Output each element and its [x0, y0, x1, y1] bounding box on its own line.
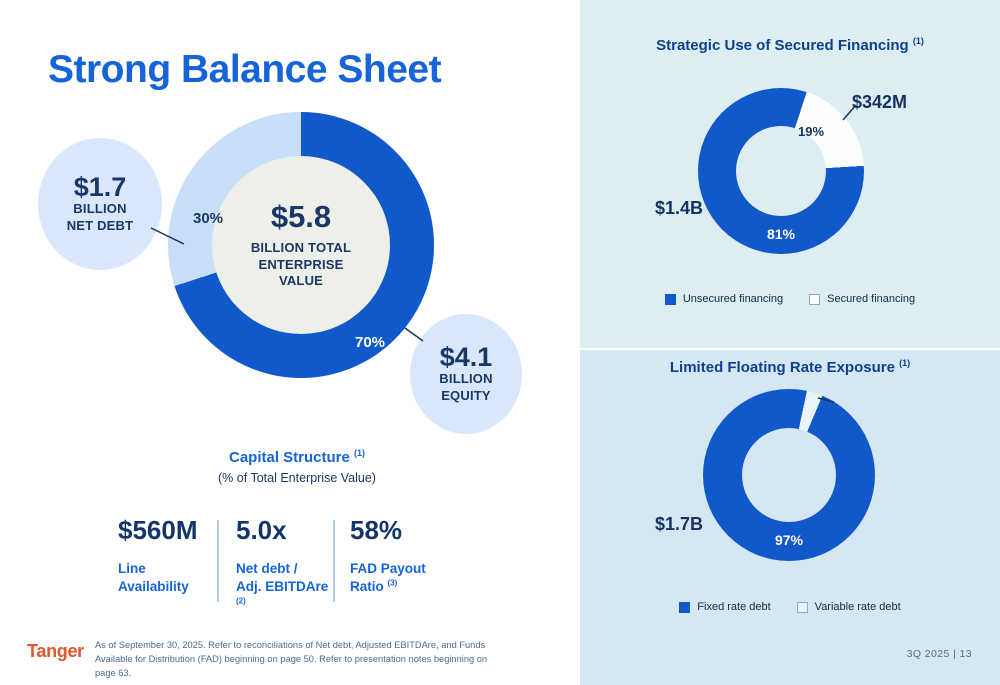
caption-footnote-marker: (1): [354, 448, 366, 458]
equity-label-line1: BILLION: [439, 371, 493, 387]
unsecured-percent-label: 81%: [766, 226, 796, 242]
secured-financing-title: Strategic Use of Secured Financing (1): [580, 36, 1000, 54]
panel-title-text: Strategic Use of Secured Financing: [656, 37, 909, 54]
stat-label: FAD Payout Ratio (3): [350, 560, 446, 596]
secured-financing-donut-hole: [736, 126, 826, 216]
legend-item-variable: Variable rate debt: [796, 601, 901, 613]
caption-text: Capital Structure: [228, 449, 350, 466]
stat-footnote-marker: (2): [236, 596, 246, 606]
legend-item-secured: Secured financing: [809, 293, 915, 305]
net-debt-percent-label: 30%: [192, 210, 224, 227]
equity-bubble: $4.1 BILLION EQUITY: [410, 314, 522, 434]
stat-label-line2: Adj. EBITDAre: [236, 579, 329, 595]
net-debt-value: $1.7: [73, 171, 127, 202]
secured-percent-label: 19%: [797, 124, 825, 139]
stat-value: 5.0x: [236, 515, 287, 545]
legend-label: Unsecured financing: [682, 293, 784, 305]
enterprise-value: $5.8: [270, 198, 332, 234]
stat-fad-payout: 58% FAD Payout Ratio (3): [350, 515, 446, 596]
net-debt-bubble: $1.7 BILLION NET DEBT: [38, 138, 162, 270]
page-number: 3Q 2025 | 13: [906, 648, 972, 660]
stat-footnote-marker: (3): [387, 578, 398, 588]
panel-title-text: Limited Floating Rate Exposure: [669, 359, 895, 376]
tanger-logo: Tanger: [27, 641, 84, 661]
net-debt-label-line1: BILLION: [73, 201, 127, 217]
key-stats-row: $560M Line Availability 5.0x Net debt / …: [118, 515, 446, 615]
panel-title-footnote-marker: (1): [912, 36, 924, 46]
stat-divider: [217, 520, 219, 602]
capital-structure-donut-center: $5.8 BILLION TOTAL ENTERPRISE VALUE: [212, 156, 390, 334]
capital-structure-caption-note: (% of Total Enterprise Value): [218, 471, 376, 485]
secured-financing-legend: Unsecured financing Secured financing: [580, 293, 1000, 305]
net-debt-label-line2: NET DEBT: [66, 218, 134, 234]
secured-financing-donut: [698, 88, 864, 254]
legend-item-unsecured: Unsecured financing: [664, 293, 784, 305]
stat-label-line1: Line: [118, 560, 146, 576]
equity-percent-label: 70%: [354, 334, 386, 351]
fixed-amount-label: $1.7B: [655, 514, 704, 534]
stat-label-line2: Ratio: [350, 579, 388, 595]
stat-value: $560M: [118, 515, 198, 545]
secured-swatch-icon: [809, 293, 821, 305]
legend-label: Fixed rate debt: [697, 601, 771, 613]
legend-label: Secured financing: [827, 293, 916, 305]
capital-structure-donut: $5.8 BILLION TOTAL ENTERPRISE VALUE: [168, 112, 434, 378]
legend-item-fixed: Fixed rate debt: [679, 601, 771, 613]
stat-net-debt-ebitdare: 5.0x Net debt / Adj. EBITDAre (2): [236, 515, 333, 615]
secured-amount-label: $342M: [852, 92, 908, 112]
variable-rate-swatch-icon: [796, 601, 808, 613]
fixed-rate-swatch-icon: [679, 601, 691, 613]
floating-rate-legend: Fixed rate debt Variable rate debt: [580, 601, 1000, 613]
stat-line-availability: $560M Line Availability: [118, 515, 217, 596]
panel-title-footnote-marker: (1): [899, 358, 911, 368]
enterprise-value-label: BILLION TOTAL ENTERPRISE VALUE: [250, 239, 352, 289]
footnote-text: As of September 30, 2025. Refer to recon…: [95, 640, 488, 678]
stat-label-line1: FAD Payout: [350, 560, 426, 576]
unsecured-amount-label: $1.4B: [655, 198, 704, 218]
floating-rate-donut-hole: [742, 428, 836, 522]
floating-rate-title: Limited Floating Rate Exposure (1): [580, 358, 1000, 376]
stat-divider: [333, 520, 335, 602]
stat-label-line2: Availability: [118, 579, 189, 595]
secured-financing-panel: Strategic Use of Secured Financing (1) $…: [580, 0, 1000, 348]
floating-rate-panel: Limited Floating Rate Exposure (1) 3% $6…: [580, 350, 1000, 685]
equity-value: $4.1: [439, 341, 493, 372]
legend-label: Variable rate debt: [814, 601, 901, 613]
fixed-percent-label: 97%: [774, 532, 804, 548]
capital-structure-caption: Capital Structure (1): [157, 448, 437, 466]
stat-label: Net debt / Adj. EBITDAre (2): [236, 560, 333, 615]
slide-title: Strong Balance Sheet: [48, 48, 442, 91]
stat-label: Line Availability: [118, 560, 217, 596]
floating-rate-donut: [703, 389, 875, 561]
equity-label-line2: EQUITY: [441, 388, 491, 404]
stat-value: 58%: [350, 515, 403, 545]
stat-label-line1: Net debt /: [236, 560, 298, 576]
unsecured-swatch-icon: [664, 293, 676, 305]
